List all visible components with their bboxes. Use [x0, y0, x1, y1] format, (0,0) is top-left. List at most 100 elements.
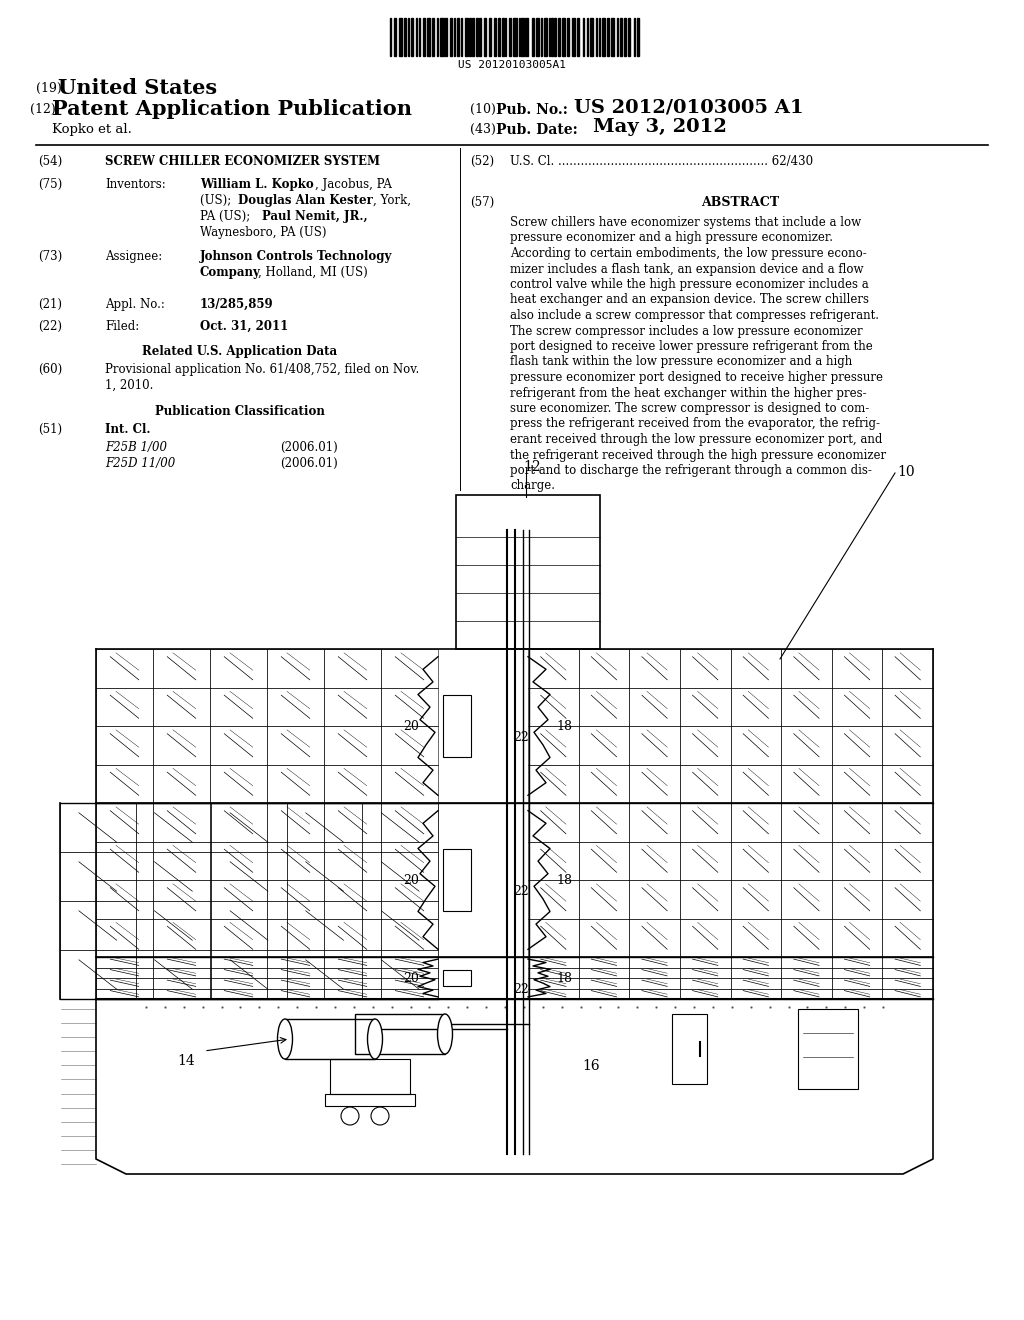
Bar [324, 688, 381, 726]
Bar [443, 696, 471, 756]
Text: F25D 11/00: F25D 11/00 [105, 457, 175, 470]
Bar [408, 18, 409, 55]
Bar [634, 18, 635, 55]
Bar [484, 18, 486, 55]
Bar [552, 18, 553, 55]
Text: (US);: (US); [200, 194, 234, 207]
Bar [630, 919, 680, 957]
Bar [883, 919, 933, 957]
Bar [210, 803, 267, 842]
Bar [96, 957, 153, 968]
Text: Screw chillers have economizer systems that include a low: Screw chillers have economizer systems t… [510, 216, 861, 228]
Text: 18: 18 [556, 874, 572, 887]
Bar [606, 18, 608, 55]
Bar [465, 18, 468, 55]
Bar [96, 978, 153, 989]
Bar [680, 688, 730, 726]
Bar [562, 18, 565, 55]
Bar [831, 968, 883, 978]
Bar [153, 803, 210, 842]
Bar [579, 880, 630, 919]
Bar [324, 764, 381, 803]
Bar [596, 18, 597, 55]
Text: ABSTRACT: ABSTRACT [701, 195, 779, 209]
Bar [325, 1094, 415, 1106]
Bar [443, 849, 471, 911]
Bar [883, 803, 933, 842]
Bar [680, 764, 730, 803]
Bar [781, 978, 831, 989]
Bar [60, 950, 135, 999]
Bar [602, 18, 604, 55]
Bar [730, 803, 781, 842]
Bar [630, 957, 680, 968]
Bar [528, 978, 579, 989]
Text: heat exchanger and an expansion device. The screw chillers: heat exchanger and an expansion device. … [510, 293, 869, 306]
Bar [579, 978, 630, 989]
Text: (60): (60) [38, 363, 62, 376]
Bar [521, 18, 523, 55]
Bar [730, 688, 781, 726]
Bar [267, 764, 324, 803]
Text: port and to discharge the refrigerant through a common dis-: port and to discharge the refrigerant th… [510, 465, 871, 477]
Text: 12: 12 [523, 459, 541, 474]
Bar [267, 978, 324, 989]
Bar [528, 649, 579, 688]
Ellipse shape [437, 1014, 453, 1053]
Text: also include a screw compressor that compresses refrigerant.: also include a screw compressor that com… [510, 309, 879, 322]
Bar [96, 989, 153, 999]
Text: Company: Company [200, 267, 261, 279]
Text: 16: 16 [582, 1059, 600, 1073]
Bar [680, 989, 730, 999]
Bar [630, 649, 680, 688]
Text: , Jacobus, PA: , Jacobus, PA [315, 178, 392, 191]
Bar [630, 726, 680, 764]
Bar [267, 649, 324, 688]
Bar [211, 950, 287, 999]
Bar [680, 803, 730, 842]
Text: 10: 10 [897, 465, 914, 479]
Bar [579, 842, 630, 880]
Bar [96, 688, 153, 726]
Bar [324, 842, 381, 880]
Text: Related U.S. Application Data: Related U.S. Application Data [142, 345, 338, 358]
Bar [537, 18, 540, 55]
Bar [680, 919, 730, 957]
Bar [781, 764, 831, 803]
Text: United States: United States [58, 78, 217, 98]
Text: Provisional application No. 61/408,752, filed on Nov.: Provisional application No. 61/408,752, … [105, 363, 419, 376]
Bar [558, 18, 560, 55]
Bar [210, 957, 267, 968]
Text: the refrigerant received through the high pressure economizer: the refrigerant received through the hig… [510, 449, 886, 462]
Text: Assignee:: Assignee: [105, 249, 162, 263]
Bar [381, 688, 438, 726]
Bar [628, 18, 631, 55]
Bar [883, 880, 933, 919]
Bar [583, 18, 584, 55]
Bar [404, 18, 407, 55]
Bar [96, 649, 153, 688]
Bar [781, 957, 831, 968]
Bar [528, 803, 579, 842]
Bar [423, 18, 425, 55]
Text: May 3, 2012: May 3, 2012 [593, 117, 727, 136]
Bar [672, 1014, 707, 1084]
Bar [730, 880, 781, 919]
Bar [528, 957, 579, 968]
Bar [210, 842, 267, 880]
Bar [494, 18, 496, 55]
Text: (54): (54) [38, 154, 62, 168]
Bar [571, 18, 574, 55]
Bar [489, 18, 490, 55]
Bar [730, 919, 781, 957]
Bar [831, 649, 883, 688]
Text: 22: 22 [513, 983, 528, 997]
Bar [267, 688, 324, 726]
Bar [599, 18, 600, 55]
Text: (73): (73) [38, 249, 62, 263]
Bar [781, 649, 831, 688]
Text: 14: 14 [177, 1053, 195, 1068]
Text: (19): (19) [36, 82, 61, 95]
Bar [431, 18, 433, 55]
Bar [579, 803, 630, 842]
